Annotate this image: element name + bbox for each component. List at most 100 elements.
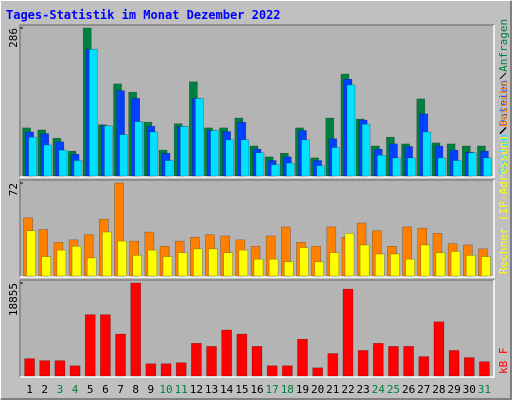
x-tick-label: 25 [387,383,400,396]
bar [407,157,416,177]
bar [28,136,37,177]
bar [104,125,113,177]
bar [483,157,492,177]
bar [39,360,51,377]
x-tick-label: 17 [266,383,279,396]
x-tick-label: 6 [102,383,109,396]
bar [448,350,460,377]
panel-bevel-light [20,25,495,178]
bar [299,247,309,277]
x-tick-label: 7 [117,383,124,396]
bar [329,252,340,277]
bar [56,249,67,277]
panel-bevel-light [20,280,495,378]
bar [69,365,81,377]
bar [208,248,218,277]
bar [270,164,280,177]
x-tick-label: 14 [220,383,234,396]
bar [236,333,248,377]
bar [41,256,52,277]
legend-label: Anfragen [497,19,510,72]
bar [331,147,341,177]
x-tick-label: 9 [148,383,155,396]
x-tick-label: 21 [326,383,339,396]
legend-separator [499,127,507,135]
x-tick-label: 12 [190,383,203,396]
bar [100,314,111,377]
legend-label: Besuche [497,81,510,127]
bar [132,255,143,277]
bar [164,160,174,177]
bar [479,361,490,377]
x-tick-label: 31 [478,383,491,396]
bar [327,353,339,377]
x-tick-label: 4 [72,383,79,396]
bar [312,367,323,377]
bar [481,256,491,277]
bar [191,342,202,377]
bar [435,252,446,277]
bar [433,321,445,377]
bar [344,233,355,277]
legend-separator [499,72,507,80]
bar [179,126,189,177]
legend-label: Rechner (IP-Adressen) [497,135,510,274]
x-tick-label: 18 [281,383,294,396]
x-tick-label: 11 [175,383,188,396]
x-tick-label: 26 [402,383,415,396]
bar [251,346,263,377]
bar [54,360,66,377]
x-tick-label: 22 [341,383,354,396]
x-tick-label: 1 [26,383,33,396]
bar [437,157,447,177]
bar [24,358,35,377]
bar [450,251,461,277]
bar [376,155,386,177]
bar [253,258,264,277]
bar [284,261,294,277]
bar [452,160,462,177]
bar [346,84,356,177]
bar [465,255,476,277]
bar [266,365,278,377]
bar [84,314,96,377]
x-tick-label: 8 [132,383,139,396]
bar [268,258,279,277]
x-tick-label: 2 [41,383,48,396]
bar [301,139,310,177]
x-tick-label: 3 [57,383,64,396]
bar [463,357,475,377]
bar [193,248,203,277]
bar [58,149,68,177]
x-tick-label: 24 [372,383,386,396]
x-tick-label: 16 [250,383,263,396]
bar [314,261,324,277]
x-tick-label: 30 [463,383,476,396]
bar [162,256,173,277]
panel-bevel-dark [19,24,494,177]
bar [115,333,126,377]
bar [210,130,219,177]
legend-label: kB F [497,348,510,375]
bar [102,231,112,277]
bar [422,131,432,177]
bar [286,162,295,177]
bar [71,245,82,277]
bar [134,121,144,177]
bar [359,244,370,277]
bar [420,244,431,277]
x-tick-label: 15 [235,383,248,396]
y-tick-label: 18855 [7,283,20,316]
legend-label: Seiten [497,134,510,174]
bar [117,240,127,277]
bar [297,338,308,377]
chart-title: Tages-Statistik im Monat Dezember 2022 [6,8,281,22]
bar [73,160,83,177]
x-tick-label: 10 [159,383,172,396]
bar [372,342,384,377]
bar [147,249,158,277]
bar [388,346,399,377]
bar [467,152,477,177]
